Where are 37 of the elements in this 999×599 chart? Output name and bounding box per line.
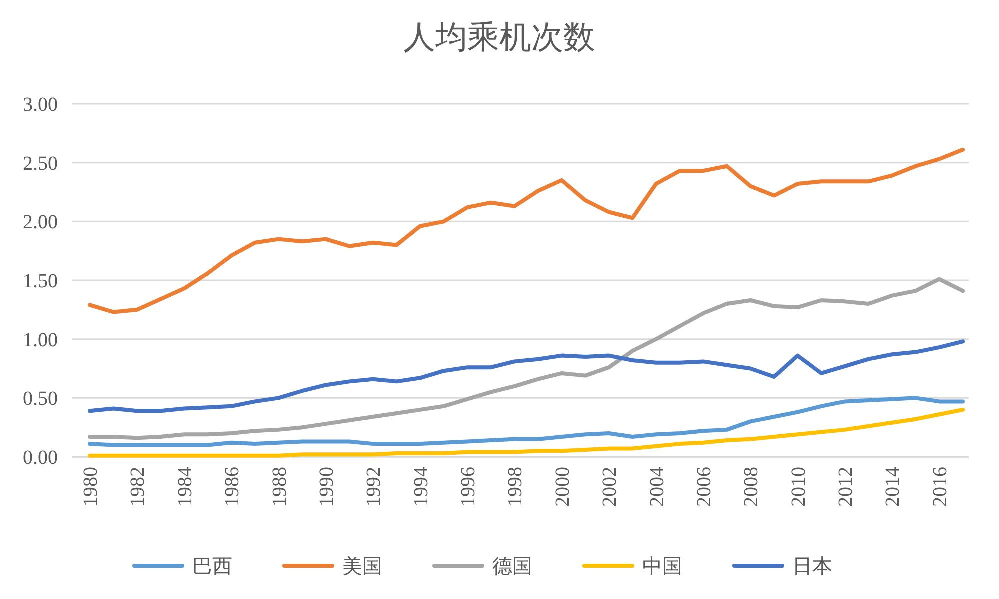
line-series bbox=[88, 408, 965, 458]
line-series bbox=[88, 148, 965, 314]
legend-label: 德国 bbox=[492, 556, 532, 578]
legend-label: 美国 bbox=[342, 555, 382, 578]
line-series bbox=[88, 340, 965, 414]
x-tick-label: 1988 bbox=[268, 467, 291, 507]
x-tick-label: 2016 bbox=[929, 467, 952, 507]
x-tick-label: 2014 bbox=[882, 467, 904, 507]
x-tick-label: 1996 bbox=[458, 467, 480, 507]
y-tick-label: 3.00 bbox=[23, 94, 58, 116]
y-tick-label: 0.00 bbox=[23, 447, 58, 469]
x-tick-label: 1992 bbox=[363, 467, 386, 507]
x-tick-label: 2012 bbox=[835, 467, 858, 507]
x-tick-label: 1990 bbox=[316, 467, 338, 507]
legend-label: 日本 bbox=[792, 556, 832, 578]
y-tick-label: 2.00 bbox=[23, 212, 58, 234]
x-tick-label: 1994 bbox=[410, 467, 432, 507]
x-tick-label: 2010 bbox=[788, 467, 810, 507]
legend-label: 中国 bbox=[642, 556, 682, 578]
line-series bbox=[88, 396, 965, 448]
x-tick-label: 1984 bbox=[174, 467, 196, 507]
line-series bbox=[88, 277, 965, 440]
x-tick-label: 2006 bbox=[693, 467, 716, 507]
x-tick-label: 2008 bbox=[740, 467, 763, 507]
chart-title: 人均乘机次数 bbox=[404, 19, 596, 55]
y-tick-label: 1.50 bbox=[23, 270, 58, 292]
y-tick-label: 0.50 bbox=[23, 388, 58, 410]
y-tick-label: 2.50 bbox=[23, 152, 58, 175]
x-tick-label: 1982 bbox=[127, 467, 150, 507]
legend-label: 巴西 bbox=[192, 556, 232, 578]
x-tick-label: 2002 bbox=[599, 467, 622, 507]
x-tick-label: 2000 bbox=[552, 467, 574, 507]
x-tick-label: 2004 bbox=[646, 467, 668, 507]
x-tick-label: 1998 bbox=[504, 467, 527, 507]
x-tick-label: 1986 bbox=[222, 467, 244, 507]
y-tick-label: 1.00 bbox=[23, 329, 58, 352]
x-tick-label: 1980 bbox=[80, 467, 102, 507]
